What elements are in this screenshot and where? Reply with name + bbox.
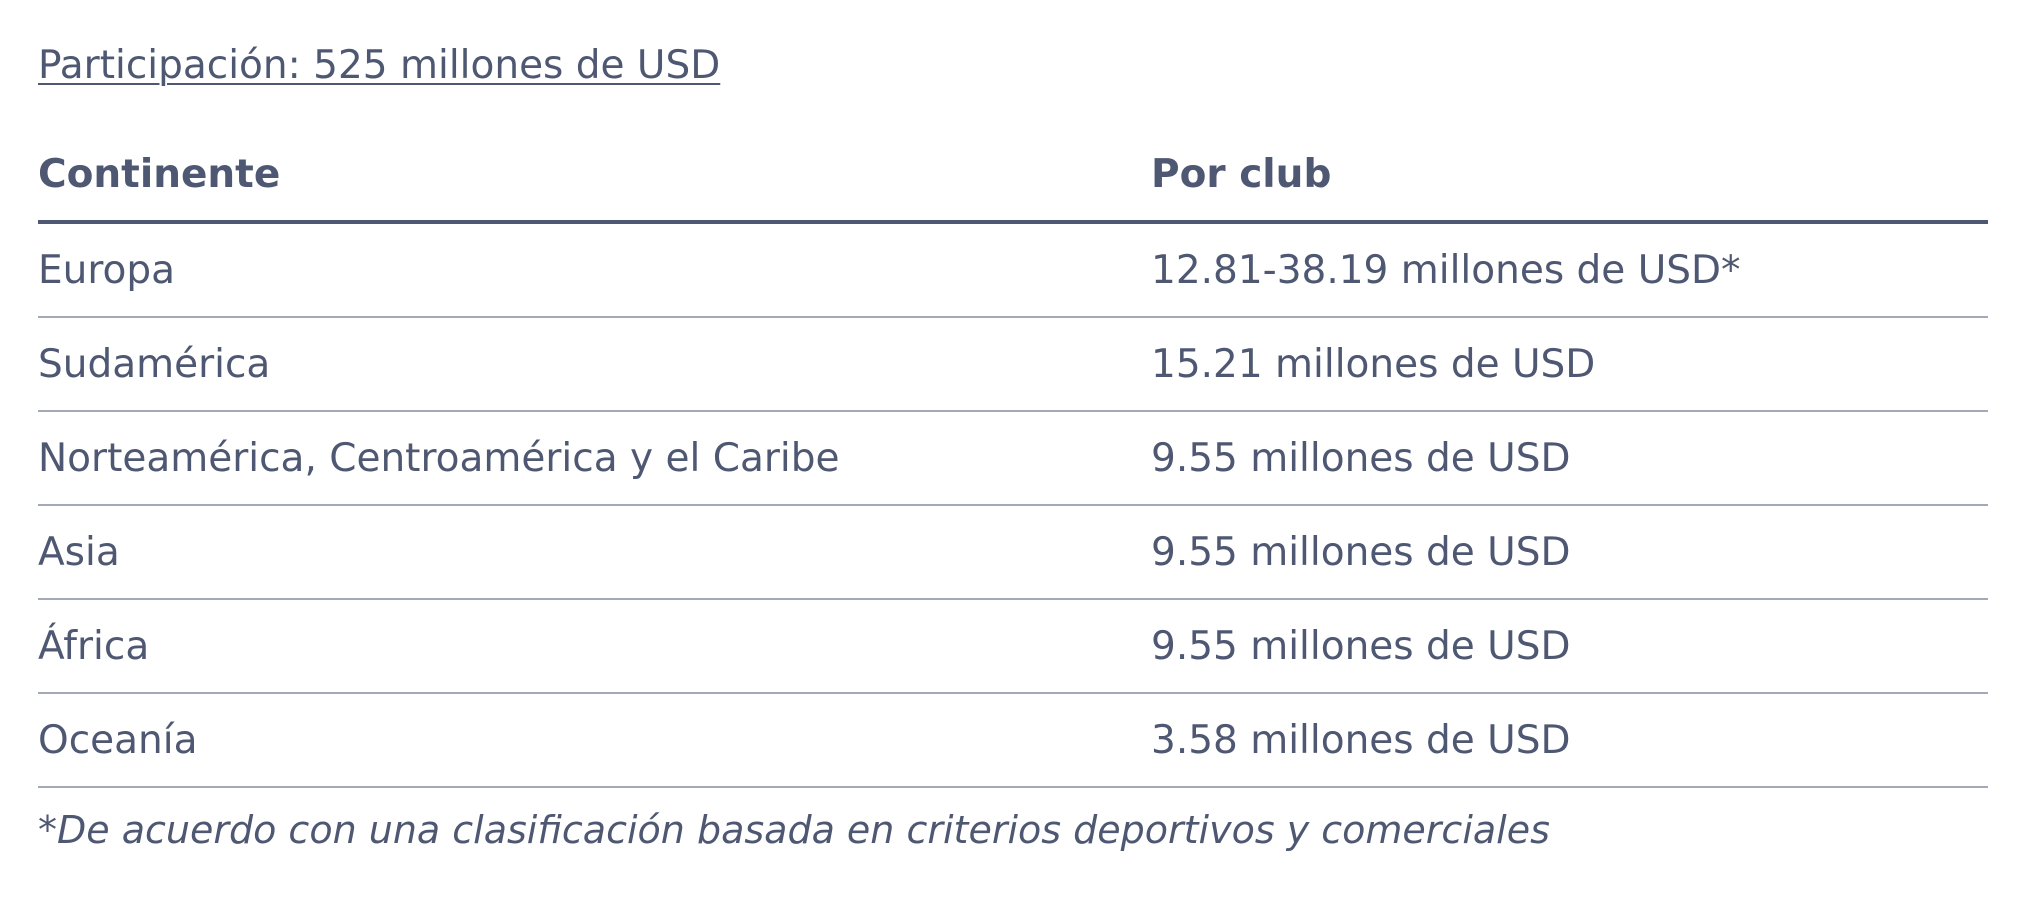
table-row: Asia 9.55 millones de USD bbox=[38, 506, 1988, 600]
per-club-cell: 12.81-38.19 millones de USD* bbox=[1151, 247, 1741, 293]
table-row: Norteamérica, Centroamérica y el Caribe … bbox=[38, 412, 1988, 506]
table-row: Europa 12.81-38.19 millones de USD* bbox=[38, 224, 1988, 318]
footnote: *De acuerdo con una clasificación basada… bbox=[38, 808, 1550, 852]
per-club-cell: 9.55 millones de USD bbox=[1151, 435, 1571, 481]
per-club-cell: 9.55 millones de USD bbox=[1151, 623, 1571, 669]
per-club-cell: 9.55 millones de USD bbox=[1151, 529, 1571, 575]
continent-cell: África bbox=[38, 623, 150, 669]
continent-cell: Sudamérica bbox=[38, 341, 271, 387]
table-header-row: Continente Por club bbox=[38, 128, 1988, 224]
per-club-cell: 15.21 millones de USD bbox=[1151, 341, 1596, 387]
table-row: Oceanía 3.58 millones de USD bbox=[38, 694, 1988, 788]
participation-heading: Participación: 525 millones de USD bbox=[38, 43, 721, 88]
table-row: Sudamérica 15.21 millones de USD bbox=[38, 318, 1988, 412]
table-row: África 9.55 millones de USD bbox=[38, 600, 1988, 694]
continent-cell: Norteamérica, Centroamérica y el Caribe bbox=[38, 435, 840, 481]
header-continent: Continente bbox=[38, 151, 281, 197]
continent-cell: Oceanía bbox=[38, 717, 198, 763]
per-club-cell: 3.58 millones de USD bbox=[1151, 717, 1571, 763]
continent-cell: Europa bbox=[38, 247, 176, 293]
header-per-club: Por club bbox=[1151, 151, 1332, 197]
continent-cell: Asia bbox=[38, 529, 120, 575]
prize-table: Continente Por club Europa 12.81-38.19 m… bbox=[38, 128, 1988, 788]
